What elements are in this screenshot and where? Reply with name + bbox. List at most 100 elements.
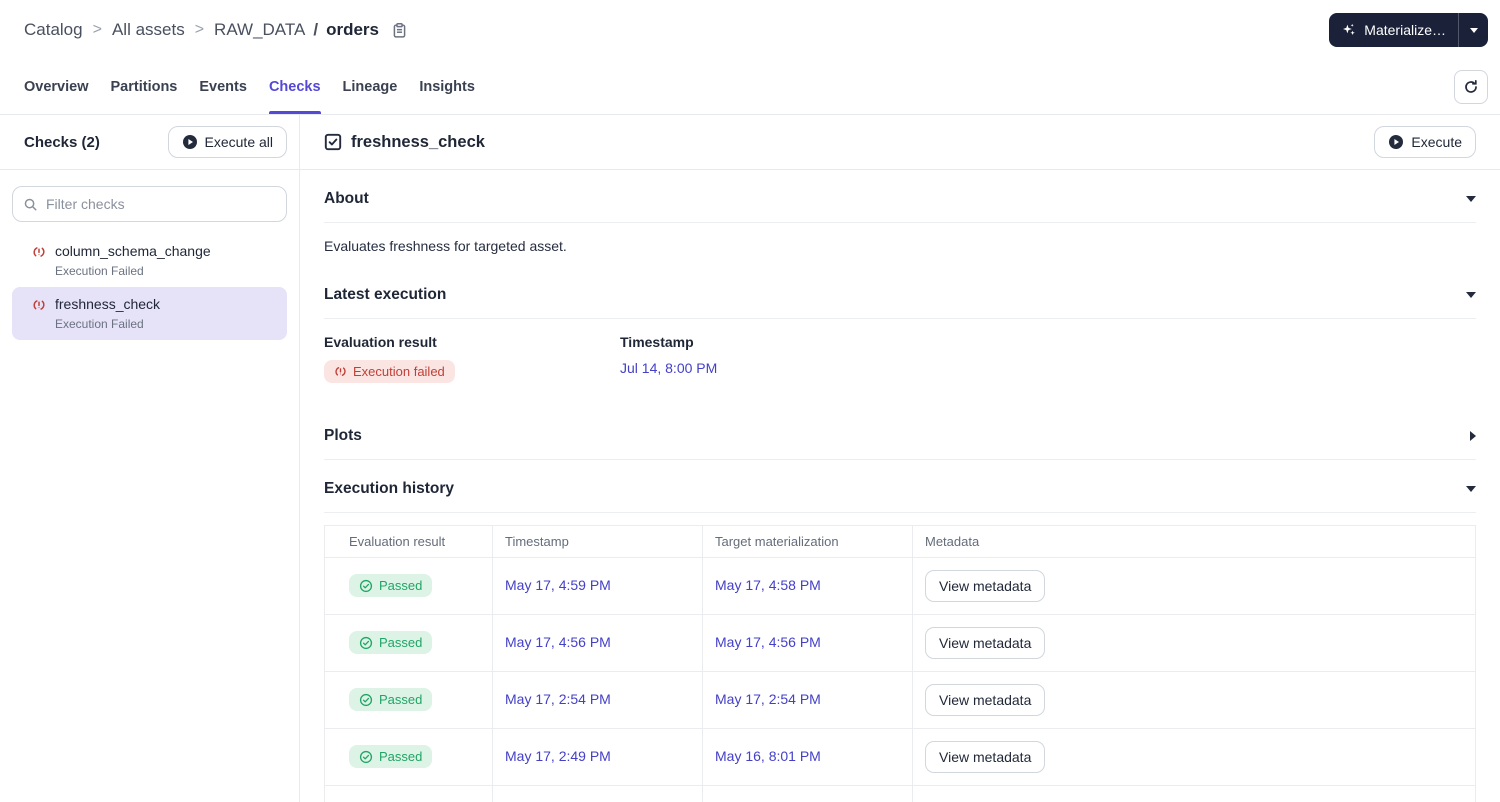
target-materialization-link[interactable]: May 17, 4:58 PM — [715, 577, 821, 593]
execution-history-section: Execution history Evaluation result Time… — [324, 460, 1476, 802]
expand-section-icon[interactable] — [1470, 431, 1476, 441]
passed-badge: Passed — [349, 688, 433, 712]
breadcrumb-catalog[interactable]: Catalog — [24, 20, 83, 39]
view-metadata-button[interactable]: View metadata — [925, 741, 1046, 773]
execution-failed-icon — [32, 298, 46, 312]
check-circle-icon — [359, 750, 373, 764]
check-box-icon — [324, 133, 342, 151]
about-description: Evaluates freshness for targeted asset. — [324, 238, 567, 254]
table-row: Passed May 17, 2:49 PM May 16, 8:01 PM V… — [324, 728, 1476, 786]
breadcrumb: Catalog > All assets > RAW_DATA / orders — [24, 20, 408, 40]
passed-badge-label: Passed — [379, 578, 423, 594]
check-status: Execution Failed — [55, 317, 144, 331]
table-row: Passed May 17, 4:59 PM May 17, 4:58 PM V… — [324, 557, 1476, 615]
plots-heading: Plots — [324, 427, 362, 444]
passed-badge-label: Passed — [379, 635, 423, 651]
chevron-down-icon — [1469, 27, 1478, 33]
copy-asset-name-icon[interactable] — [391, 22, 408, 39]
check-name: column_schema_change — [55, 243, 211, 259]
timestamp-link[interactable]: May 17, 2:54 PM — [505, 691, 611, 707]
view-metadata-button[interactable]: View metadata — [925, 627, 1046, 659]
materialize-button-group: Materialize… — [1329, 13, 1488, 47]
check-status: Execution Failed — [55, 264, 144, 278]
tabs: Overview Partitions Events Checks Lineag… — [24, 60, 475, 114]
check-circle-icon — [359, 693, 373, 707]
target-materialization-link[interactable]: May 16, 8:01 PM — [715, 748, 821, 764]
col-header-target-materialization: Target materialization — [702, 525, 913, 558]
tab-partitions[interactable]: Partitions — [110, 79, 178, 95]
passed-badge: Passed — [349, 745, 433, 769]
check-list-item-column-schema-change[interactable]: column_schema_change Execution Failed — [12, 234, 287, 287]
latest-timestamp-link[interactable]: Jul 14, 8:00 PM — [620, 360, 718, 376]
sparkle-icon — [1341, 22, 1357, 38]
view-metadata-button[interactable]: View metadata — [925, 570, 1046, 602]
check-detail-body: About Evaluates freshness for targeted a… — [300, 170, 1500, 802]
passed-badge: Passed — [349, 631, 433, 655]
tab-checks[interactable]: Checks — [268, 60, 321, 114]
checks-panel-title: Checks (2) — [24, 133, 100, 151]
evaluation-result-label: Evaluation result — [324, 334, 437, 350]
timestamp-link[interactable]: May 17, 2:49 PM — [505, 748, 611, 764]
execution-history-table: Evaluation result Timestamp Target mater… — [324, 525, 1476, 802]
check-title: freshness_check — [351, 132, 485, 151]
latest-execution-section: Latest execution Evaluation result — [324, 266, 1476, 407]
passed-badge-label: Passed — [379, 749, 423, 765]
col-header-metadata: Metadata — [912, 525, 1476, 558]
timestamp-link[interactable]: May 17, 4:56 PM — [505, 634, 611, 650]
latest-execution-section-header[interactable]: Latest execution — [324, 266, 1476, 319]
breadcrumb-asset-group[interactable]: RAW_DATA — [214, 20, 306, 39]
about-heading: About — [324, 190, 369, 207]
execute-all-label: Execute all — [204, 134, 273, 150]
materialize-dropdown-button[interactable] — [1458, 13, 1488, 47]
timestamp-link[interactable]: May 17, 4:59 PM — [505, 577, 611, 593]
tab-lineage[interactable]: Lineage — [342, 79, 398, 95]
check-detail-panel: freshness_check Execute Abou — [300, 115, 1500, 802]
check-item-text: column_schema_change Execution Failed — [55, 243, 211, 278]
check-detail-header: freshness_check Execute — [300, 115, 1500, 170]
search-icon — [23, 197, 38, 212]
about-section-header[interactable]: About — [324, 170, 1476, 223]
execution-failed-badge: Execution failed — [324, 360, 455, 383]
check-list: column_schema_change Execution Failed — [0, 232, 299, 342]
target-materialization-link[interactable]: May 17, 4:56 PM — [715, 634, 821, 650]
filter-checks-input[interactable] — [46, 196, 276, 212]
evaluation-result-col: Evaluation result — [324, 334, 620, 383]
timestamp-label: Timestamp — [620, 334, 694, 350]
target-materialization-link[interactable]: May 17, 2:54 PM — [715, 691, 821, 707]
collapse-section-icon[interactable] — [1466, 292, 1476, 298]
table-row: Passed May 17, 4:56 PM May 17, 4:56 PM V… — [324, 614, 1476, 672]
check-list-item-freshness-check[interactable]: freshness_check Execution Failed — [12, 287, 287, 340]
tab-overview[interactable]: Overview — [24, 79, 89, 95]
plots-section: Plots — [324, 407, 1476, 460]
checks-sidebar-header: Checks (2) Execute all — [0, 115, 299, 170]
check-title-group: freshness_check — [324, 133, 485, 152]
collapse-section-icon[interactable] — [1466, 486, 1476, 492]
plots-section-header[interactable]: Plots — [324, 407, 1476, 460]
tab-insights[interactable]: Insights — [419, 79, 475, 95]
tab-events[interactable]: Events — [199, 79, 247, 95]
content-split: Checks (2) Execute all — [0, 115, 1500, 802]
latest-execution-grid: Evaluation result — [324, 319, 1476, 407]
execute-all-button[interactable]: Execute all — [167, 126, 287, 158]
table-header-row: Evaluation result Timestamp Target mater… — [324, 525, 1476, 558]
execution-failed-icon — [334, 365, 347, 378]
execute-button[interactable]: Execute — [1374, 126, 1476, 158]
materialize-label: Materialize… — [1364, 22, 1446, 38]
check-circle-icon — [359, 579, 373, 593]
execution-history-section-header[interactable]: Execution history — [324, 460, 1476, 513]
execution-failed-icon — [32, 245, 46, 259]
check-name: freshness_check — [55, 296, 161, 312]
table-row: Passed May 17, 2:54 PM May 17, 2:54 PM V… — [324, 671, 1476, 729]
checks-sidebar: Checks (2) Execute all — [0, 115, 300, 802]
collapse-section-icon[interactable] — [1466, 196, 1476, 202]
breadcrumb-all-assets[interactable]: All assets — [111, 20, 185, 39]
view-metadata-button[interactable]: View metadata — [925, 684, 1046, 716]
check-item-text: freshness_check Execution Failed — [55, 296, 160, 331]
refresh-button[interactable] — [1454, 70, 1488, 104]
refresh-icon — [1465, 79, 1477, 93]
passed-badge: Passed — [349, 574, 433, 598]
execution-failed-badge-label: Execution failed — [353, 364, 445, 379]
table-row-partial — [324, 785, 1476, 802]
materialize-button[interactable]: Materialize… — [1329, 13, 1458, 47]
